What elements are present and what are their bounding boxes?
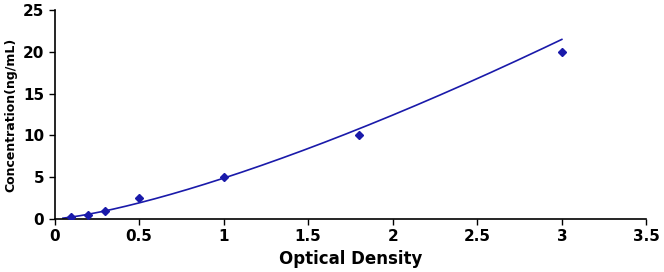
Y-axis label: Concentration(ng/mL): Concentration(ng/mL) [4,37,17,192]
X-axis label: Optical Density: Optical Density [279,250,422,268]
